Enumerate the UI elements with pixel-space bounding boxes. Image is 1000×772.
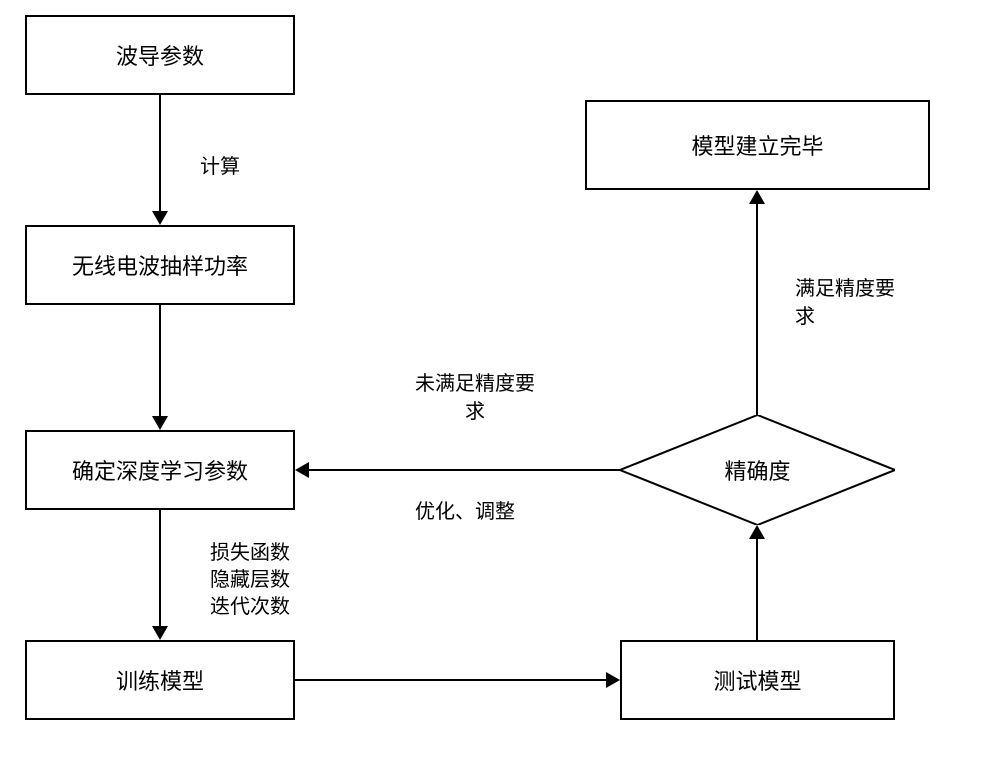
node-label: 模型建立完毕 [691, 129, 823, 161]
node-label: 波导参数 [116, 39, 204, 71]
node-train-model: 训练模型 [25, 640, 295, 720]
edge-n5-n6 [756, 539, 758, 640]
arrow-head-icon [295, 462, 309, 478]
arrow-head-icon [606, 672, 620, 688]
edge-label-loss-hidden-iter: 损失函数 隐藏层数 迭代次数 [210, 540, 290, 621]
node-label: 无线电波抽样功率 [72, 249, 248, 281]
edge-n6-n7 [756, 204, 758, 415]
edge-n2-n3 [159, 305, 161, 416]
edge-n4-n5 [295, 679, 606, 681]
edge-label-not-satisfied: 未满足精度要 求 [415, 370, 535, 426]
arrow-head-icon [152, 211, 168, 225]
arrow-head-icon [749, 190, 765, 204]
node-test-model: 测试模型 [620, 640, 895, 720]
node-deep-learning-params: 确定深度学习参数 [25, 430, 295, 510]
edge-calc [159, 95, 161, 211]
edge-n3-n4 [159, 510, 161, 626]
node-label: 精确度 [724, 454, 790, 486]
edge-label-optimize-adjust: 优化、调整 [415, 495, 515, 524]
node-accuracy: 精确度 [620, 415, 895, 525]
edge-n6-n3 [309, 469, 620, 471]
node-label: 确定深度学习参数 [72, 454, 248, 486]
edge-label-calc: 计算 [200, 150, 240, 179]
edge-label-satisfied: 满足精度要 求 [795, 275, 895, 331]
arrow-head-icon [749, 525, 765, 539]
node-radio-sampling-power: 无线电波抽样功率 [25, 225, 295, 305]
node-label: 测试模型 [713, 664, 801, 696]
node-model-complete: 模型建立完毕 [585, 100, 930, 190]
arrow-head-icon [152, 416, 168, 430]
node-waveguide-params: 波导参数 [25, 15, 295, 95]
arrow-head-icon [152, 626, 168, 640]
node-label: 训练模型 [116, 664, 204, 696]
